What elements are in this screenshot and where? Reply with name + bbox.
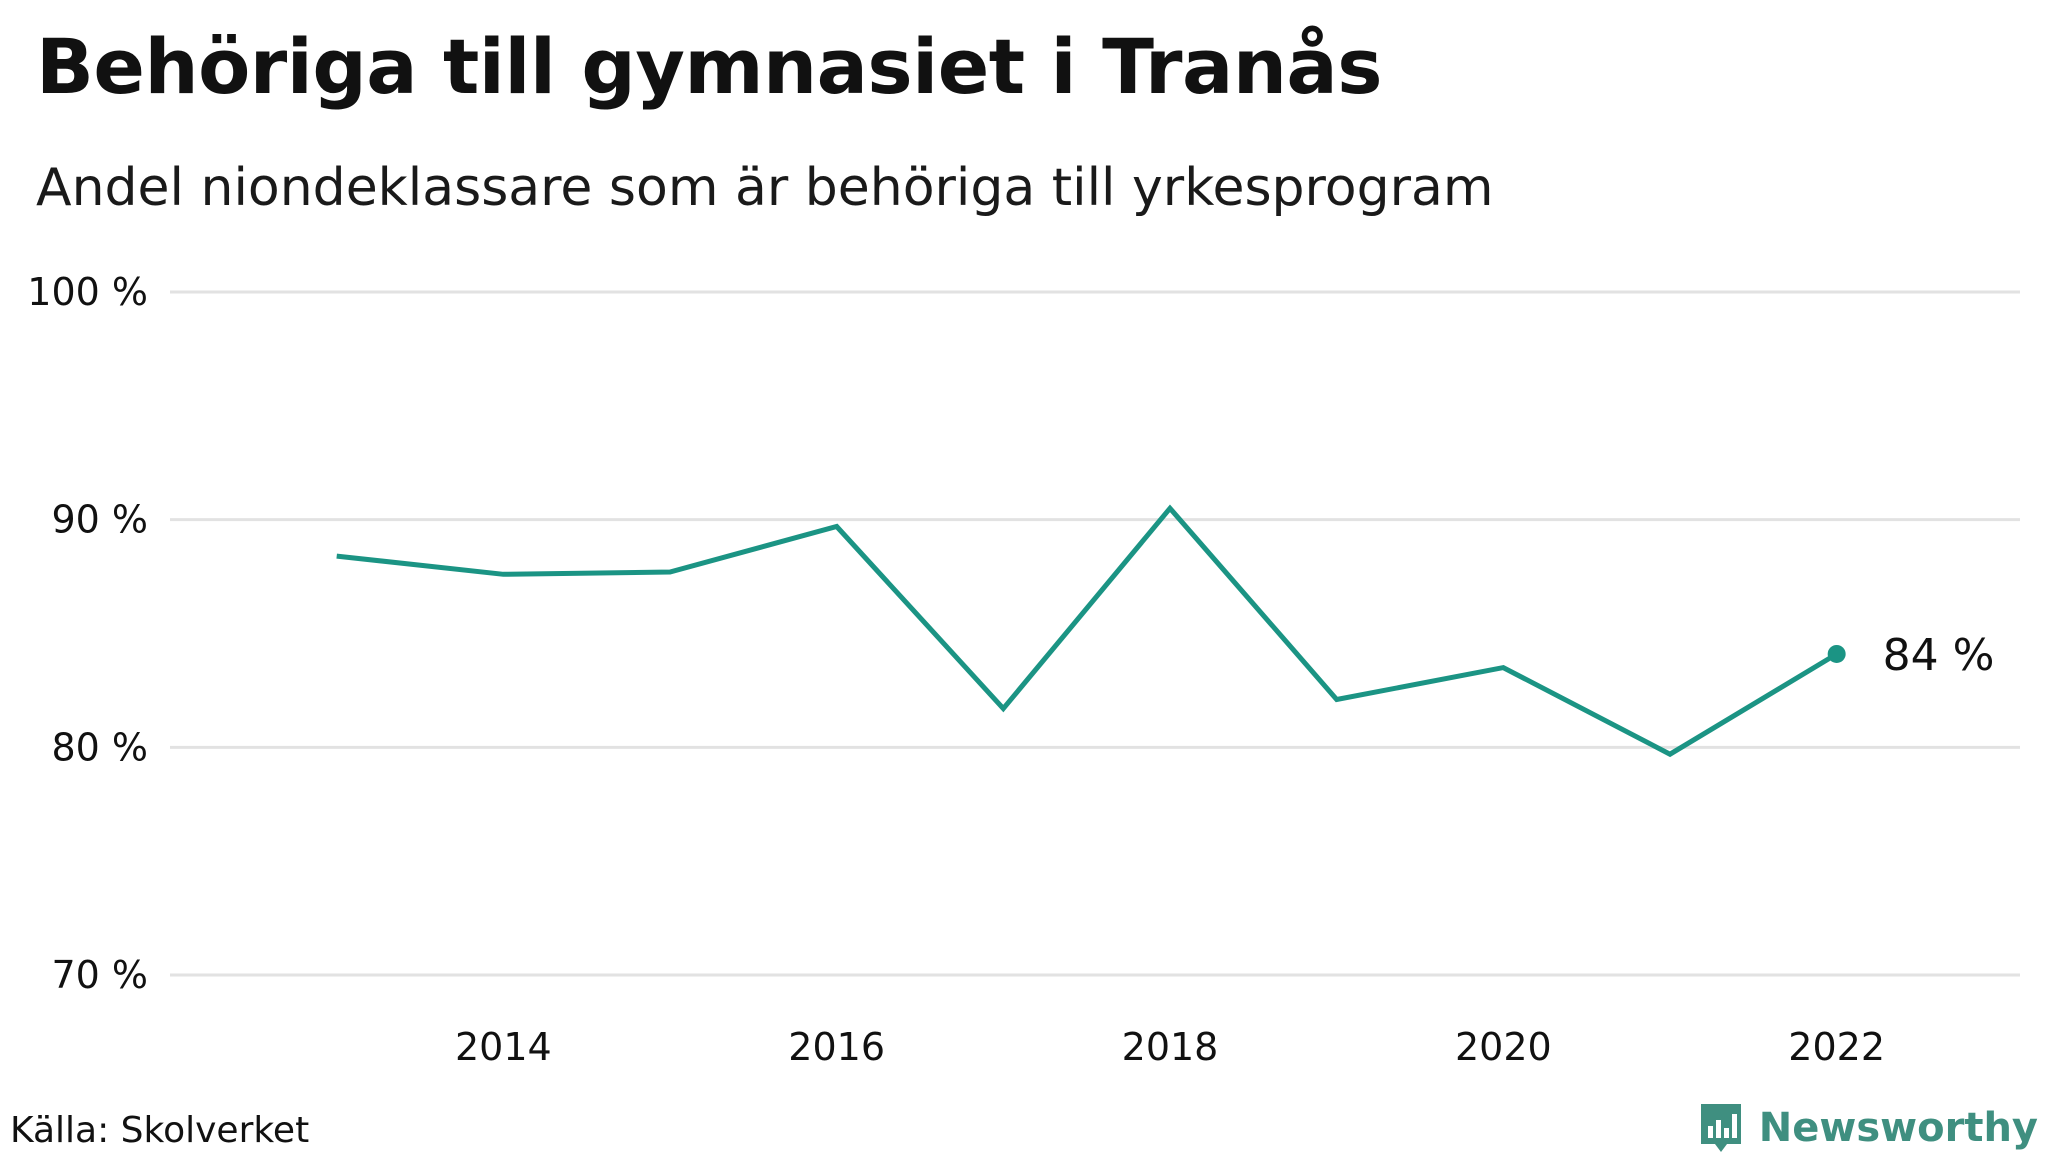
chart-subtitle: Andel niondeklassare som är behöriga til…	[36, 158, 1494, 218]
x-tick-label: 2018	[1122, 1025, 1219, 1069]
series-layer: 84 %	[336, 504, 1995, 758]
y-tick-label: 100 %	[27, 270, 148, 314]
series-line	[336, 504, 1838, 758]
y-axis-tick-labels: 70 % 80 % 90 % 100 %	[27, 270, 148, 997]
end-value-label: 84 %	[1883, 630, 1995, 681]
x-tick-label: 2014	[455, 1025, 552, 1069]
x-axis-tick-labels: 2014 2016 2018 2020 2022	[455, 1025, 1885, 1069]
brand-name: Newsworthy	[1758, 1105, 2038, 1151]
x-tick-label: 2020	[1455, 1025, 1552, 1069]
gridlines	[170, 290, 2020, 977]
line-chart: 70 % 80 % 90 % 100 % 2014 2016 2018 2020 2022 8…	[27, 270, 2020, 1069]
bar-chart-speech-bubble-icon	[1700, 1104, 1741, 1152]
y-tick-label: 90 %	[51, 498, 148, 542]
source-note: Källa: Skolverket	[10, 1110, 310, 1151]
chart-title: Behöriga till gymnasiet i Tranås	[36, 22, 1382, 111]
y-tick-label: 80 %	[51, 725, 148, 769]
brand-logo: Newsworthy	[1697, 1100, 2038, 1156]
end-point-marker	[1827, 644, 1846, 663]
x-tick-label: 2016	[788, 1025, 885, 1069]
x-tick-label: 2022	[1788, 1025, 1885, 1069]
y-tick-label: 70 %	[51, 953, 148, 997]
